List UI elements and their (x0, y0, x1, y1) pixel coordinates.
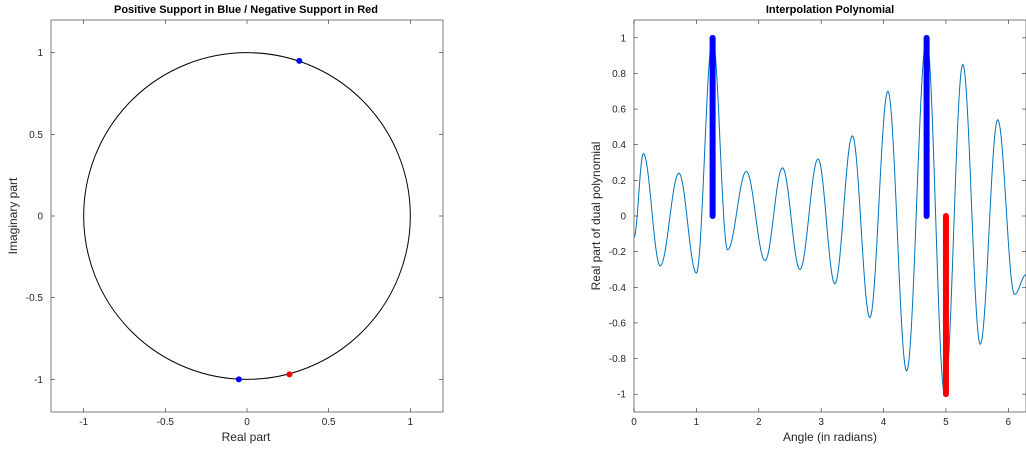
unit-circle (83, 52, 411, 380)
right-plot-area (633, 34, 1026, 398)
left-axes-box (50, 19, 444, 413)
support-point (235, 376, 242, 383)
interpolation-panel: Interpolation Polynomial 0 1 2 3 4 5 6 -1 -0.8 -0… (589, 4, 1026, 444)
left-y-axis-label: Imaginary part (6, 177, 20, 254)
right-y-tick-label: 0.2 (612, 176, 626, 187)
unit-circle-panel: Positive Support in Blue / Negative Supp… (6, 4, 444, 444)
left-x-tick-label: -1 (79, 417, 88, 428)
support-point (296, 57, 303, 64)
left-chart-title: Positive Support in Blue / Negative Supp… (114, 4, 378, 16)
left-x-tick-label: 1 (408, 417, 414, 428)
right-y-tick-label: 0 (620, 212, 626, 223)
right-y-tick-label: 0.8 (612, 69, 626, 80)
right-y-tick-label: -0.4 (609, 283, 627, 294)
right-y-tick-label: 1 (620, 33, 626, 44)
left-x-tick-label: 0 (244, 417, 250, 428)
right-y-tick-label: -0.2 (609, 247, 627, 258)
left-y-tick-label: -0.5 (26, 293, 44, 304)
left-y-tick-label: 0.5 (29, 130, 43, 141)
right-x-tick-label: 4 (881, 417, 887, 428)
left-ticks: -1 -0.5 0 0.5 1 -1 -0.5 0 0.5 1 (26, 20, 443, 428)
support-point (286, 371, 293, 378)
left-plot-area (83, 52, 411, 383)
right-y-tick-label: 0.6 (612, 105, 626, 116)
right-axes-box (633, 19, 1026, 413)
right-y-tick-label: -1 (617, 390, 626, 401)
right-y-tick-label: -0.6 (609, 318, 627, 329)
left-y-tick-label: 0 (37, 212, 43, 223)
right-x-tick-label: 5 (943, 417, 949, 428)
right-chart-title: Interpolation Polynomial (766, 4, 894, 16)
right-x-tick-label: 0 (631, 417, 637, 428)
right-y-tick-label: -0.8 (609, 354, 627, 365)
right-x-tick-label: 2 (756, 417, 762, 428)
right-y-tick-label: 0.4 (612, 140, 626, 151)
right-x-tick-label: 3 (818, 417, 824, 428)
left-x-axis-label: Real part (222, 430, 271, 444)
right-ticks: 0 1 2 3 4 5 6 -1 -0.8 -0.6 -0.4 -0.2 0 0.2 0.4 0.6 0.8 1 (609, 20, 1026, 428)
right-x-axis-label: Angle (in radians) (783, 430, 877, 444)
left-x-tick-label: -0.5 (157, 417, 175, 428)
dual-polynomial-curve (633, 36, 1026, 396)
right-y-axis-label: Real part of dual polynomial (589, 142, 603, 291)
left-y-tick-label: 1 (37, 48, 43, 59)
left-x-tick-label: 0.5 (322, 417, 336, 428)
left-y-tick-label: -1 (34, 375, 43, 386)
right-x-tick-label: 1 (694, 417, 700, 428)
right-x-tick-label: 6 (1006, 417, 1012, 428)
